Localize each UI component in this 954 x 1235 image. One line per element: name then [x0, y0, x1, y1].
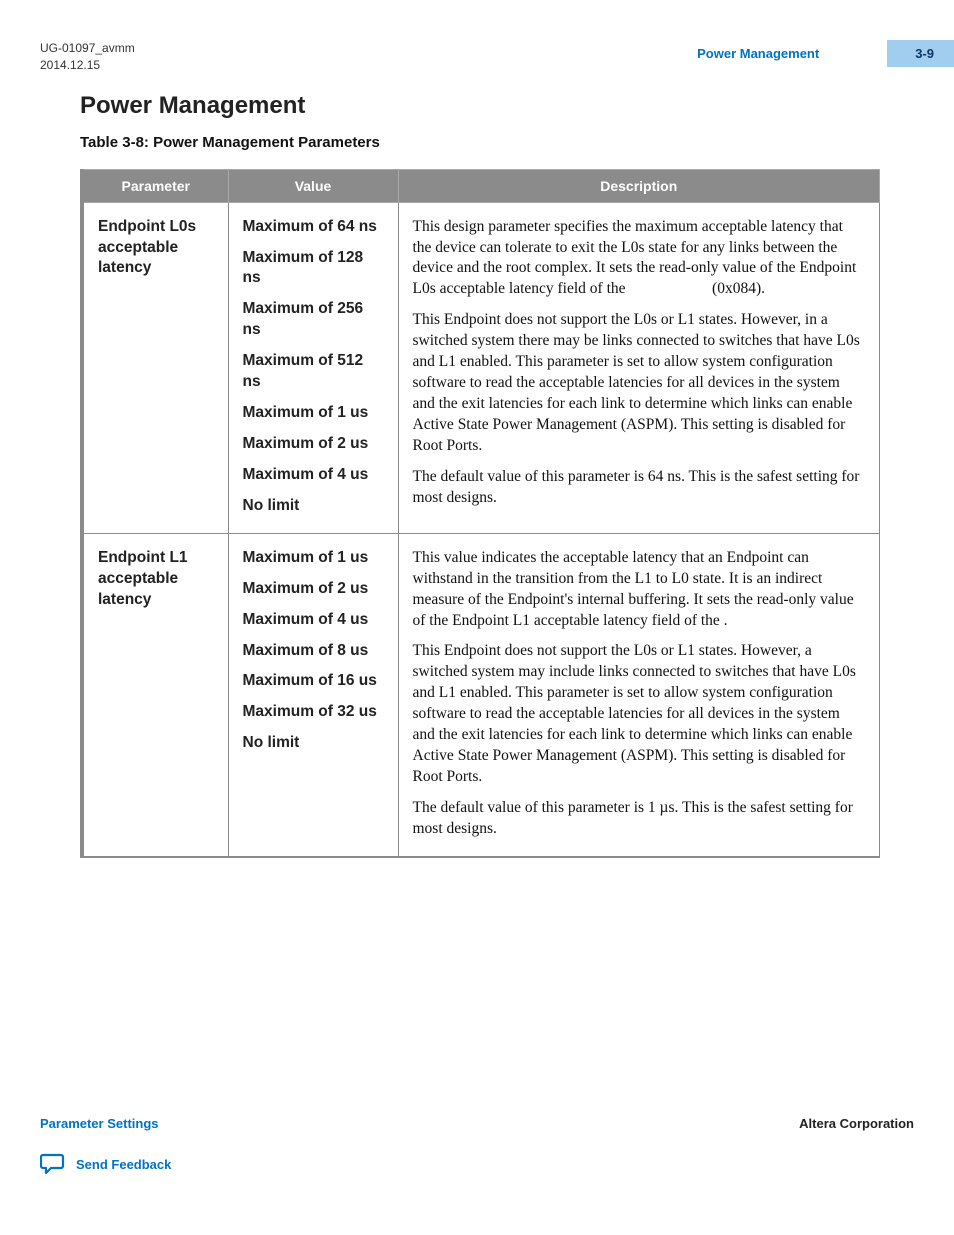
table-header-row: Parameter Value Description — [82, 169, 880, 202]
corporation-name: Altera Corporation — [799, 1116, 914, 1131]
value-option: Maximum of 256 ns — [243, 299, 384, 341]
value-option: Maximum of 4 us — [243, 465, 384, 486]
col-header-parameter: Parameter — [82, 169, 228, 202]
description-text: This design parameter specifies the maxi… — [413, 218, 857, 298]
value-option: Maximum of 16 us — [243, 671, 384, 692]
value-option: Maximum of 2 us — [243, 434, 384, 455]
section-title: Power Management — [80, 92, 914, 120]
value-option: Maximum of 64 ns — [243, 217, 384, 238]
register-ref: (0x084). — [712, 279, 765, 300]
value-option: Maximum of 4 us — [243, 610, 384, 631]
param-description: This value indicates the acceptable late… — [398, 533, 880, 856]
description-paragraph: This design parameter specifies the maxi… — [413, 217, 866, 301]
value-option: Maximum of 32 us — [243, 702, 384, 723]
footer-row: Parameter Settings Altera Corporation — [40, 1116, 914, 1131]
table-row: Endpoint L1 acceptable latency Maximum o… — [82, 533, 880, 856]
page-footer: Parameter Settings Altera Corporation Se… — [40, 1116, 914, 1175]
value-option: Maximum of 128 ns — [243, 248, 384, 290]
page-header: UG-01097_avmm 2014.12.15 Power Managemen… — [40, 40, 914, 74]
col-header-description: Description — [398, 169, 880, 202]
doc-id: UG-01097_avmm — [40, 40, 135, 57]
feedback-icon — [40, 1153, 66, 1175]
param-name: Endpoint L1 acceptable latency — [82, 533, 228, 856]
table-row: Endpoint L0s acceptable latency Maximum … — [82, 202, 880, 533]
value-option: Maximum of 1 us — [243, 548, 384, 569]
value-option: No limit — [243, 496, 384, 517]
header-right: Power Management 3-9 — [697, 40, 914, 67]
param-values: Maximum of 64 ns Maximum of 128 ns Maxim… — [228, 202, 398, 533]
power-management-table: Parameter Value Description Endpoint L0s… — [80, 169, 880, 858]
value-option: Maximum of 1 us — [243, 403, 384, 424]
value-option: Maximum of 8 us — [243, 641, 384, 662]
param-values: Maximum of 1 us Maximum of 2 us Maximum … — [228, 533, 398, 856]
running-title: Power Management — [697, 46, 819, 61]
doc-date: 2014.12.15 — [40, 57, 135, 74]
description-paragraph: This Endpoint does not support the L0s o… — [413, 641, 866, 787]
param-name: Endpoint L0s acceptable latency — [82, 202, 228, 533]
description-paragraph: The default value of this parameter is 6… — [413, 467, 866, 509]
value-option: Maximum of 512 ns — [243, 351, 384, 393]
register-ref: . — [724, 612, 728, 629]
feedback-row: Send Feedback — [40, 1153, 914, 1175]
doc-meta: UG-01097_avmm 2014.12.15 — [40, 40, 135, 74]
value-option: No limit — [243, 733, 384, 754]
description-paragraph: This value indicates the acceptable late… — [413, 548, 866, 632]
description-paragraph: This Endpoint does not support the L0s o… — [413, 310, 866, 456]
param-description: This design parameter specifies the maxi… — [398, 202, 880, 533]
page-number-badge: 3-9 — [887, 40, 954, 67]
description-text: This value indicates the acceptable late… — [413, 549, 854, 629]
table-caption: Table 3-8: Power Management Parameters — [80, 134, 914, 151]
parameter-settings-link[interactable]: Parameter Settings — [40, 1116, 159, 1131]
value-option: Maximum of 2 us — [243, 579, 384, 600]
col-header-value: Value — [228, 169, 398, 202]
description-paragraph: The default value of this parameter is 1… — [413, 798, 866, 840]
send-feedback-link[interactable]: Send Feedback — [76, 1157, 171, 1172]
